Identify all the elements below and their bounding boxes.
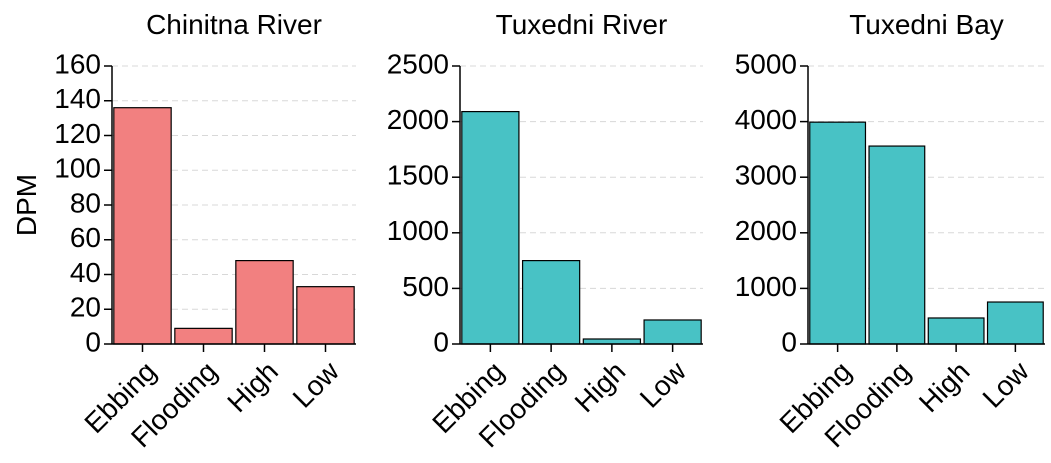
bar <box>986 301 1044 345</box>
y-tick-label: 2000 <box>387 104 449 135</box>
chart-title: Tuxedni River <box>496 9 668 40</box>
y-tick-label: 4000 <box>735 104 797 135</box>
x-tick-label: High <box>221 356 284 419</box>
y-tick-label: 0 <box>781 326 797 357</box>
y-tick-label: 80 <box>70 187 101 218</box>
x-tick-label: Low <box>287 355 346 414</box>
bar <box>809 121 867 345</box>
y-tick-label: 40 <box>70 257 101 288</box>
y-axis-label: DPM <box>11 174 42 236</box>
bar <box>927 317 985 345</box>
y-tick-label: 160 <box>54 48 101 79</box>
y-tick-label: 60 <box>70 222 101 253</box>
y-tick-label: 500 <box>402 271 449 302</box>
y-tick-label: 2000 <box>735 215 797 246</box>
y-tick-label: 20 <box>70 292 101 323</box>
x-tick-label: High <box>913 356 976 419</box>
x-tick-label: Low <box>977 355 1036 414</box>
chart-title: Tuxedni Bay <box>849 9 1004 40</box>
y-tick-label: 0 <box>85 326 101 357</box>
bar <box>296 286 355 345</box>
y-tick-label: 140 <box>54 83 101 114</box>
y-tick-label: 0 <box>433 326 449 357</box>
bar <box>868 145 926 345</box>
y-tick-label: 2500 <box>387 48 449 79</box>
bar <box>113 107 172 345</box>
x-tick-label: High <box>569 356 632 419</box>
bar <box>521 260 581 345</box>
y-tick-label: 1000 <box>387 215 449 246</box>
y-tick-label: 1000 <box>735 271 797 302</box>
chart-title: Chinitna River <box>146 9 322 40</box>
y-tick-label: 1500 <box>387 160 449 191</box>
bar <box>582 338 642 345</box>
bar <box>461 110 520 345</box>
x-tick-label: Low <box>634 355 693 414</box>
bar <box>174 327 233 345</box>
y-tick-label: 5000 <box>735 48 797 79</box>
y-tick-label: 100 <box>54 153 101 184</box>
y-tick-label: 3000 <box>735 160 797 191</box>
bar <box>643 319 702 345</box>
y-tick-label: 120 <box>54 118 101 149</box>
bar <box>235 260 294 345</box>
